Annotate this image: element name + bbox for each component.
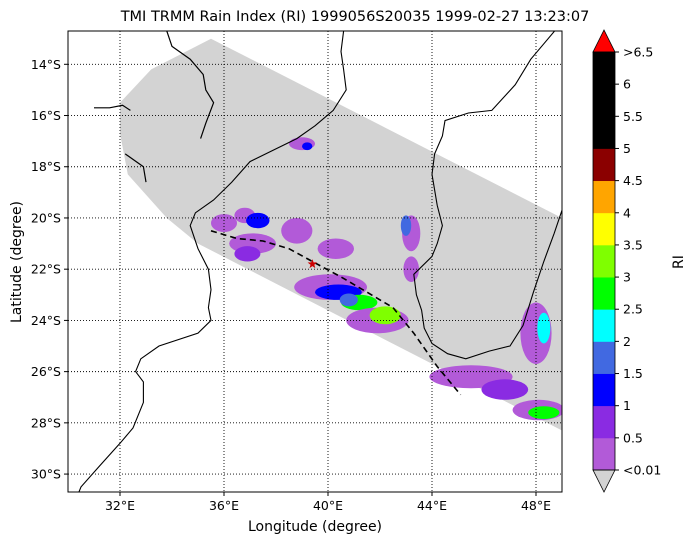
colorbar-segment — [593, 277, 615, 310]
colorbar-segment — [593, 405, 615, 439]
x-tick-label: 36°E — [209, 498, 239, 513]
coastline — [78, 31, 347, 492]
y-tick-label: 20°S — [31, 210, 61, 225]
rain-cell — [246, 212, 270, 229]
map-panel: 32°E 36°E 40°E 44°E 48°E 14°S 16°S 18°S 20°S 22°… — [31, 30, 563, 513]
rain-cell — [281, 217, 313, 244]
x-tick-label: 48°E — [521, 498, 551, 513]
x-tick-label: 40°E — [313, 498, 343, 513]
colorbar-under-extension — [592, 469, 616, 493]
inland-boundary — [94, 104, 131, 111]
y-tick-label: 18°S — [31, 159, 61, 174]
y-axis-label: Latitude (degree) — [9, 201, 25, 323]
colorbar-label: RI — [671, 255, 687, 269]
rain-cell — [481, 379, 529, 400]
rain-cell — [369, 306, 401, 325]
colorbar-tick-label: 4.5 — [623, 173, 643, 188]
rain-cell — [403, 256, 420, 282]
colorbar-tick-label: 4 — [623, 205, 631, 220]
inland-boundary — [166, 31, 215, 139]
colorbar-segment — [593, 373, 615, 407]
colorbar-segment — [593, 309, 615, 342]
colorbar-tick-label: 1.5 — [623, 366, 643, 381]
y-tick-label: 22°S — [31, 262, 61, 277]
colorbar-segment — [593, 84, 615, 117]
y-tick-label: 24°S — [31, 313, 61, 328]
y-tick-label: 26°S — [31, 364, 61, 379]
figure-title: TMI TRMM Rain Index (RI) 1999056S20035 1… — [120, 9, 590, 25]
colorbar-segment — [593, 116, 615, 149]
colorbar-frame — [592, 51, 616, 471]
y-tick-label: 30°S — [31, 467, 61, 482]
swath-area — [120, 38, 562, 431]
longitude-ticks: 32°E 36°E 40°E 44°E 48°E — [105, 492, 551, 513]
colorbar-tick-label: >6.5 — [623, 45, 653, 60]
rain-cell — [400, 215, 412, 236]
x-axis-label: Longitude (degree) — [248, 519, 382, 535]
colorbar-over-extension — [592, 29, 616, 53]
map-frame — [67, 30, 563, 493]
lat-lon-grid — [68, 31, 562, 492]
colorbar-tick-label: 6 — [623, 77, 631, 92]
rain-cell — [317, 238, 354, 259]
colorbar-segment — [593, 437, 615, 471]
storm-track — [210, 230, 462, 396]
latitude-ticks: 14°S 16°S 18°S 20°S 22°S 24°S 26°S 28°S 30°S — [31, 57, 68, 482]
colorbar-tick-label: 3.5 — [623, 237, 643, 252]
colorbar-tick-label: 5 — [623, 141, 631, 156]
colorbar-segment — [593, 148, 615, 182]
colorbar-tick-label: <0.01 — [623, 463, 661, 478]
colorbar: <0.01 0.5 1 1.5 2 2.5 3 3.5 4 4.5 5 5.5 6 >6.5 RI — [592, 29, 687, 493]
y-tick-label: 16°S — [31, 108, 61, 123]
tmi-swath — [120, 38, 562, 431]
colorbar-segment — [593, 52, 615, 85]
rain-cell — [234, 246, 261, 262]
colorbar-tick-label: 2.5 — [623, 302, 643, 317]
colorbar-tick-label: 1 — [623, 398, 631, 413]
colorbar-tick-label: 0.5 — [623, 430, 643, 445]
coastlines — [78, 31, 562, 492]
y-tick-label: 14°S — [31, 57, 61, 72]
colorbar-segment — [593, 212, 615, 246]
best-track-line — [210, 230, 462, 396]
inland-boundary — [124, 153, 147, 183]
colorbar-tick-label: 3 — [623, 270, 631, 285]
rain-cell — [528, 406, 560, 420]
colorbar-segment — [593, 341, 615, 374]
rain-cell — [537, 312, 551, 344]
y-tick-label: 28°S — [31, 415, 61, 430]
colorbar-segment — [593, 180, 615, 214]
x-tick-label: 32°E — [105, 498, 135, 513]
colorbar-segment — [593, 244, 615, 278]
x-tick-label: 44°E — [417, 498, 447, 513]
rain-cell — [339, 293, 358, 307]
rain-index-field — [211, 137, 562, 421]
rain-cell — [302, 142, 313, 151]
storm-center-star-icon — [307, 259, 318, 269]
colorbar-tick-label: 5.5 — [623, 109, 643, 124]
coastline — [413, 31, 562, 360]
colorbar-tick-label: 2 — [623, 334, 631, 349]
